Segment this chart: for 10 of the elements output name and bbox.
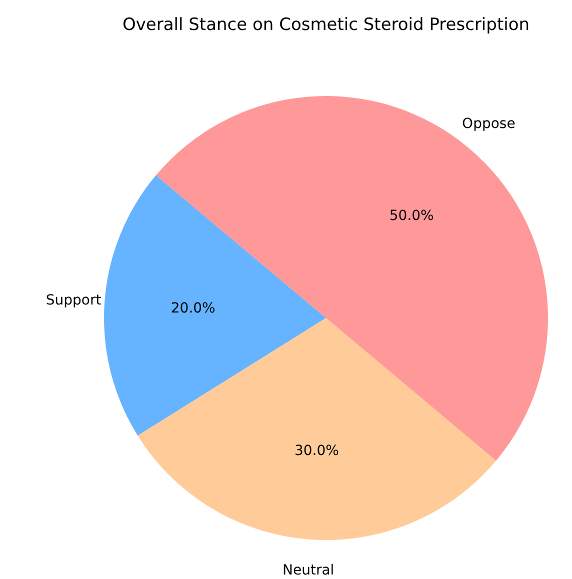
data-label: 50.0% bbox=[389, 208, 434, 224]
data-label: 30.0% bbox=[294, 442, 339, 459]
slice-label: Support bbox=[46, 292, 102, 308]
pie-slice bbox=[138, 318, 496, 540]
slice-label: Neutral bbox=[282, 562, 334, 578]
chart-title: Overall Stance on Cosmetic Steroid Prescription bbox=[122, 15, 530, 35]
slice-label: Oppose bbox=[462, 116, 516, 132]
data-label: 20.0% bbox=[170, 300, 216, 317]
pie-slice bbox=[156, 96, 548, 461]
pie-slice bbox=[104, 175, 326, 436]
